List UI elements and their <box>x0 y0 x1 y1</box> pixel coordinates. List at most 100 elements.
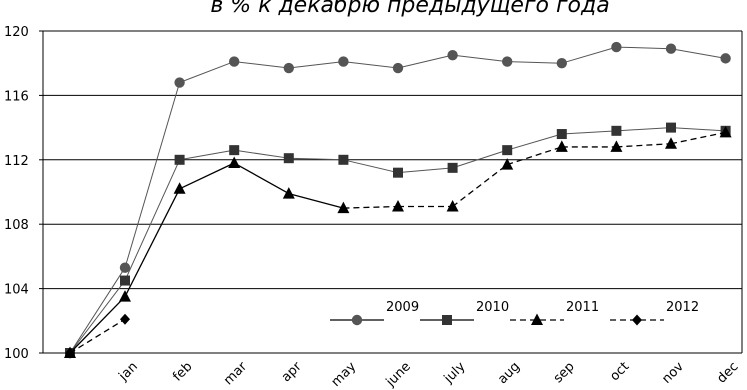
data-point <box>229 56 240 67</box>
data-point <box>120 275 130 286</box>
series-line-segment <box>234 61 289 69</box>
series-line-segment <box>234 149 289 159</box>
data-point <box>632 314 642 326</box>
data-point <box>228 156 241 169</box>
y-tick-label: 112 <box>4 154 29 169</box>
series-line-segment <box>179 149 235 161</box>
data-point <box>119 262 131 273</box>
data-point <box>556 58 567 69</box>
data-point <box>719 125 732 138</box>
data-point <box>501 158 514 170</box>
series-line-segment <box>288 61 344 69</box>
x-axis-ticks: jan feb mar apr may june july aug sep oct nov dec <box>116 359 742 390</box>
series-line-segment <box>233 162 290 195</box>
y-axis-ticks: 100 104 108 112 116 120 <box>4 25 43 362</box>
y-tick-label: 104 <box>4 283 29 298</box>
series-line-segment <box>179 61 235 83</box>
legend-label: 2012 <box>666 300 699 315</box>
series-line-segment <box>69 296 126 354</box>
series-line-segment <box>124 159 181 281</box>
x-tick-label: feb <box>170 359 195 384</box>
series-2009 <box>64 41 731 359</box>
legend-label: 2011 <box>566 300 599 315</box>
data-point <box>283 62 294 74</box>
y-tick-label: 116 <box>4 89 29 104</box>
series-line-segment <box>343 205 399 209</box>
data-point <box>502 145 513 156</box>
series-line-segment <box>616 143 672 148</box>
series-line-segment <box>507 133 562 151</box>
legend-label: 2010 <box>476 300 509 315</box>
series-line-segment <box>288 157 344 161</box>
series-line-segment <box>397 54 453 69</box>
series-line-segment <box>69 318 126 354</box>
x-tick-label: may <box>329 359 360 390</box>
series-line-segment <box>616 46 672 50</box>
data-point <box>174 154 185 165</box>
x-tick-label: sep <box>551 359 578 386</box>
data-point <box>338 56 349 67</box>
series-line-segment <box>616 127 672 132</box>
data-point <box>446 199 459 212</box>
data-point <box>282 187 295 199</box>
series-line-segment <box>343 61 399 69</box>
legend-label: 2009 <box>386 300 419 315</box>
data-point <box>337 201 350 214</box>
series-line-segment <box>288 192 344 209</box>
series-line-segment <box>124 82 181 268</box>
x-tick-label: apr <box>279 359 305 385</box>
data-point <box>447 49 458 61</box>
data-point <box>611 41 622 53</box>
series-line-segment <box>124 188 181 297</box>
data-point <box>447 162 458 173</box>
series-line-segment <box>670 48 726 59</box>
data-point <box>173 182 186 194</box>
series-line-segment <box>452 149 508 169</box>
series-2011 <box>64 125 732 358</box>
series-line-segment <box>343 159 399 174</box>
data-point <box>393 167 403 178</box>
data-point <box>351 314 363 326</box>
series-line-segment <box>397 167 453 174</box>
series-2010 <box>65 122 731 358</box>
data-point <box>531 313 543 325</box>
x-tick-label: july <box>441 359 469 387</box>
series-line-segment <box>69 280 126 354</box>
series-line-segment <box>670 131 726 145</box>
gridlines <box>42 30 743 354</box>
series-line-segment <box>507 61 562 64</box>
series-group <box>64 41 732 359</box>
x-tick-label: dec <box>714 359 741 386</box>
x-tick-label: oct <box>607 359 632 384</box>
data-point <box>119 290 131 302</box>
x-tick-label: aug <box>495 359 523 387</box>
data-point <box>665 137 677 149</box>
series-2012 <box>65 313 130 359</box>
data-point <box>502 56 513 67</box>
data-point <box>65 347 75 359</box>
data-point <box>610 140 623 152</box>
data-point <box>392 62 404 74</box>
series-line-segment <box>69 267 126 354</box>
data-point <box>392 199 404 212</box>
chart-subtitle: в % к декабрю предыдущего года <box>210 0 609 18</box>
data-point <box>338 154 349 165</box>
series-line-segment <box>561 46 617 64</box>
y-tick-label: 100 <box>4 347 29 362</box>
data-point <box>229 145 240 156</box>
data-point <box>442 315 452 325</box>
x-tick-label: nov <box>659 359 687 387</box>
data-point <box>720 53 731 64</box>
data-point <box>665 43 677 54</box>
series-line-segment <box>179 162 235 190</box>
data-point <box>611 125 622 136</box>
y-tick-label: 120 <box>4 25 29 40</box>
series-line-segment <box>452 54 508 63</box>
series-line-segment <box>506 146 563 166</box>
data-point <box>556 129 567 140</box>
x-tick-label: june <box>383 359 414 390</box>
series-line-segment <box>561 130 617 135</box>
series-line-segment <box>452 164 508 208</box>
y-tick-label: 108 <box>4 218 29 233</box>
